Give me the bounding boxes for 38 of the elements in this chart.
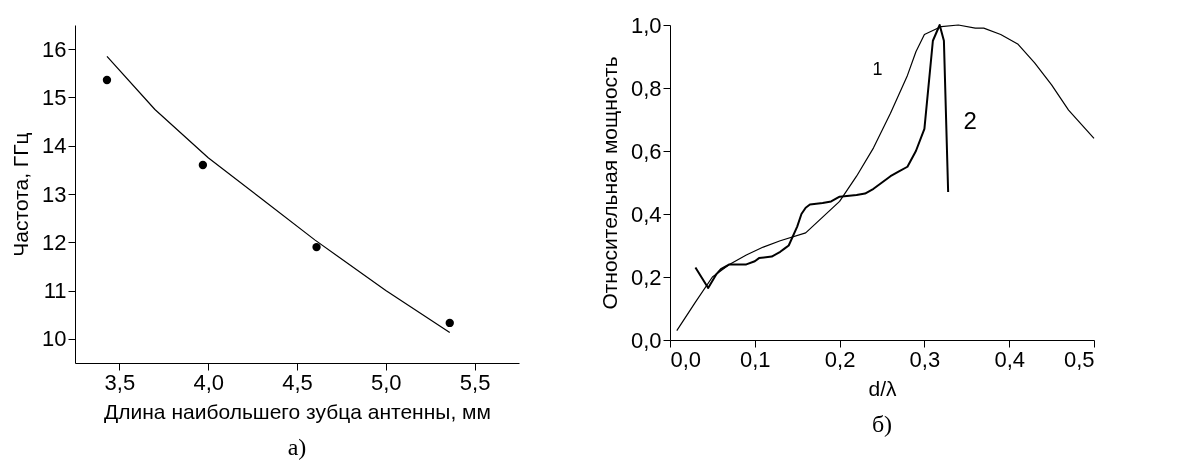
- y-tick-label: 15: [42, 84, 67, 110]
- y-tick-label: 11: [43, 278, 67, 304]
- y-tick-label: 14: [42, 133, 67, 159]
- x-tick-label: 0,3: [909, 346, 941, 372]
- y-tick-label: 13: [42, 181, 67, 207]
- x-tick-label: 0,2: [824, 346, 856, 372]
- x-tick-label: 0,0: [670, 346, 702, 372]
- line-series: [676, 24, 1095, 332]
- point: [102, 75, 112, 85]
- line-series: [106, 55, 451, 334]
- point: [312, 242, 321, 252]
- y-axis-title: Относительная мощность: [597, 56, 621, 310]
- point: [198, 160, 208, 170]
- x-axis-title: Длина наибольшего зубца антенны, мм: [104, 399, 491, 423]
- y-tick-label: 16: [42, 36, 67, 62]
- x-tick-label: 3,5: [104, 369, 136, 395]
- series-label: 2: [963, 106, 977, 134]
- point: [445, 318, 454, 328]
- text: б): [871, 411, 893, 437]
- x-tick-label: 0,4: [994, 346, 1025, 372]
- y-tick-label: 10: [42, 326, 67, 352]
- x-tick-label: 5,0: [371, 369, 402, 395]
- text: а): [287, 434, 307, 460]
- y-tick-label: 0,4: [630, 201, 662, 227]
- x-axis-title: d/λ: [868, 376, 898, 400]
- y-tick-label: 0,0: [630, 327, 662, 353]
- x-tick-label: 0,5: [1063, 346, 1095, 372]
- y-tick-label: 0,2: [630, 264, 662, 290]
- y-tick-label: 0,6: [630, 138, 662, 164]
- series-label: 1: [872, 59, 883, 80]
- y-tick-label: 0,8: [630, 75, 662, 101]
- y-axis-title: Частота, ГГц: [9, 132, 33, 257]
- x-tick-label: 5,5: [459, 369, 491, 395]
- y-tick-label: 1,0: [630, 12, 662, 38]
- x-tick-label: 0,1: [740, 346, 771, 372]
- x-tick-label: 4,5: [282, 369, 313, 395]
- y-tick-label: 12: [42, 229, 67, 255]
- x-tick-label: 4,0: [193, 369, 224, 395]
